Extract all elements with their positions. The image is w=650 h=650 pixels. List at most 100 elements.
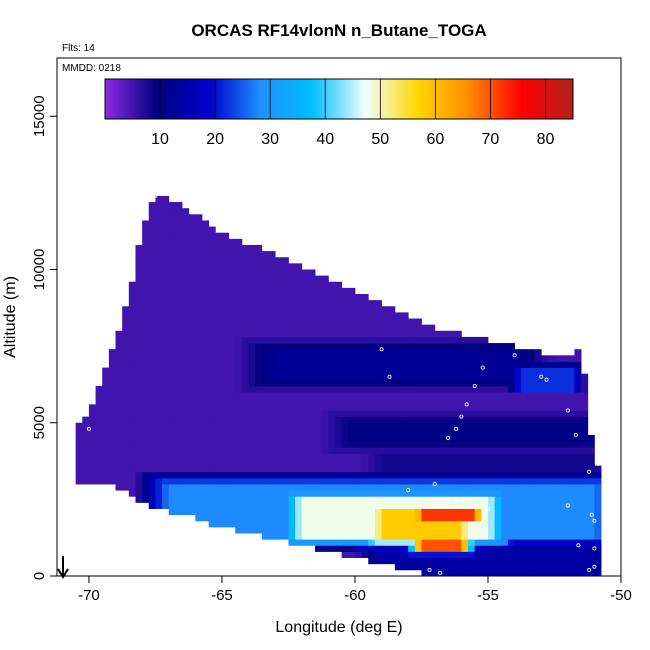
heatmap-cell: [182, 484, 190, 491]
heatmap-cell: [594, 533, 602, 540]
heatmap-cell: [348, 330, 356, 338]
heatmap-cell: [374, 300, 382, 307]
heatmap-cell: [421, 526, 429, 534]
heatmap-cell: [414, 533, 422, 540]
heatmap-cell: [554, 484, 562, 491]
heatmap-cell: [301, 367, 309, 375]
heatmap-cell: [494, 361, 502, 368]
heatmap-cell: [241, 526, 249, 534]
heatmap-cell: [195, 398, 203, 405]
heatmap-cell: [507, 545, 515, 552]
heatmap-cell: [241, 367, 249, 375]
heatmap-cell: [481, 410, 489, 418]
heatmap-cell: [534, 569, 542, 577]
heatmap-cell: [448, 330, 456, 338]
heatmap-cell: [381, 349, 389, 356]
heatmap-cell: [348, 404, 356, 411]
heatmap-cell: [561, 453, 569, 460]
colorbar-segment: [358, 79, 362, 119]
heatmap-cell: [594, 545, 602, 552]
heatmap-cell: [122, 355, 130, 362]
heatmap-cell: [408, 392, 416, 399]
heatmap-cell: [148, 343, 156, 350]
heatmap-cell: [215, 410, 223, 418]
heatmap-cell: [182, 428, 190, 436]
heatmap-cell: [281, 385, 289, 393]
heatmap-cell: [501, 563, 509, 571]
heatmap-cell: [441, 459, 449, 467]
heatmap-cell: [275, 428, 283, 436]
heatmap-cell: [594, 557, 602, 565]
heatmap-cell: [494, 447, 502, 454]
colorbar-segment: [471, 79, 475, 119]
heatmap-cell: [374, 533, 382, 540]
heatmap-cell: [521, 502, 529, 509]
heatmap-cell: [195, 453, 203, 460]
heatmap-cell: [201, 232, 210, 240]
heatmap-cell: [155, 367, 163, 375]
heatmap-cell: [335, 306, 343, 313]
heatmap-cell: [554, 361, 562, 368]
heatmap-cell: [494, 502, 502, 509]
heatmap-cell: [301, 373, 309, 381]
heatmap-cell: [182, 441, 190, 448]
heatmap-cell: [148, 312, 156, 319]
heatmap-cell: [248, 496, 256, 503]
heatmap-cell: [208, 330, 216, 338]
heatmap-cell: [374, 526, 382, 534]
heatmap-cell: [195, 214, 203, 221]
sample-point: [454, 426, 459, 431]
heatmap-cell: [228, 459, 236, 467]
colorbar-segment: [160, 79, 164, 119]
heatmap-cell: [401, 398, 409, 405]
heatmap-cell: [547, 496, 555, 503]
heatmap-cell: [501, 557, 509, 565]
heatmap-cell: [275, 306, 283, 313]
heatmap-cell: [494, 367, 502, 375]
heatmap-cell: [441, 465, 449, 473]
heatmap-cell: [521, 533, 529, 540]
heatmap-cell: [428, 563, 436, 571]
colorbar-segment: [239, 79, 244, 119]
heatmap-cell: [248, 508, 256, 516]
heatmap-cell: [188, 361, 196, 368]
heatmap-cell: [168, 508, 176, 516]
heatmap-cell: [168, 300, 176, 307]
heatmap-cell: [201, 238, 210, 246]
heatmap-cell: [228, 416, 236, 424]
heatmap-cell: [341, 526, 349, 534]
heatmap-cell: [195, 428, 203, 436]
heatmap-cell: [241, 508, 249, 516]
heatmap-cell: [321, 287, 329, 295]
heatmap-cell: [414, 453, 422, 460]
heatmap-cell: [162, 428, 170, 436]
heatmap-cell: [434, 551, 442, 559]
heatmap-cell: [155, 330, 163, 338]
heatmap-cell: [487, 545, 496, 552]
heatmap-cell: [354, 520, 363, 528]
heatmap-cell: [567, 496, 575, 503]
heatmap-cell: [315, 404, 323, 411]
heatmap-cell: [175, 287, 183, 295]
heatmap-cell: [295, 355, 303, 362]
heatmap-cell: [514, 520, 522, 528]
heatmap-cell: [122, 410, 130, 418]
heatmap-cell: [421, 520, 429, 528]
heatmap-cell: [275, 404, 283, 411]
heatmap-cell: [235, 324, 243, 332]
heatmap-cell: [115, 336, 123, 344]
colorbar-segment: [267, 79, 271, 119]
heatmap-cell: [261, 502, 269, 509]
heatmap-cell: [208, 435, 216, 442]
heatmap-cell: [348, 343, 356, 350]
heatmap-cell: [155, 428, 163, 436]
heatmap-cell: [388, 496, 396, 503]
heatmap-cell: [408, 563, 416, 571]
colorbar-segment: [184, 79, 189, 119]
heatmap-cell: [368, 533, 376, 540]
heatmap-cell: [261, 459, 269, 467]
heatmap-cell: [408, 490, 416, 497]
heatmap-cell: [494, 355, 502, 362]
heatmap-cell: [594, 490, 602, 497]
